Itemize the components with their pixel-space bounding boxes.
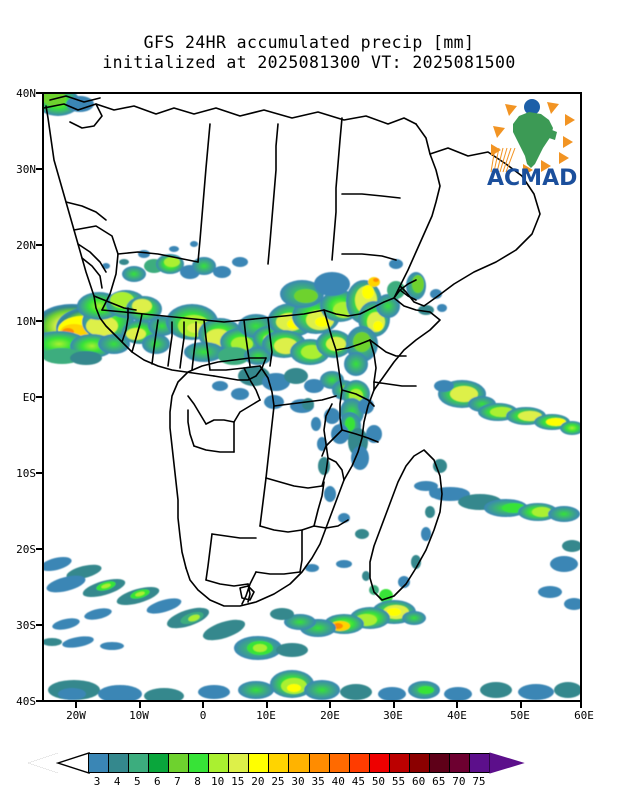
x-tick-mark <box>139 702 141 708</box>
x-tick-label-0: 0 <box>199 709 207 722</box>
colorbar-label-20: 20 <box>251 775 265 788</box>
colorbar-label-3: 3 <box>93 775 101 788</box>
colorbar-label-35: 35 <box>311 775 325 788</box>
precip-field <box>44 94 580 700</box>
x-tick-label-30E: 30E <box>383 709 403 722</box>
colorbar-segment-50[interactable] <box>369 754 390 772</box>
colorbar-segment-55[interactable] <box>389 754 410 772</box>
acmad-outline-icon <box>488 105 578 123</box>
y-tick-mark <box>36 396 42 398</box>
colorbar-label-6: 6 <box>154 775 161 788</box>
y-tick-mark <box>36 244 42 246</box>
colorbar-label-45: 45 <box>351 775 365 788</box>
colorbar-under-arrow-outline <box>56 752 90 774</box>
y-tick-label-40N: 40N <box>16 87 36 100</box>
colorbar-label-4: 4 <box>113 775 121 788</box>
y-tick-mark <box>36 92 42 94</box>
acmad-wordmark: ACMAD <box>487 166 577 188</box>
colorbar-segment-5[interactable] <box>129 754 150 772</box>
chart-title: GFS 24HR accumulated precip [mm] initial… <box>0 33 618 73</box>
colorbar-segment-60[interactable] <box>409 754 430 772</box>
x-tick-label-20W: 20W <box>66 709 86 722</box>
x-tick-label-10E: 10E <box>256 709 276 722</box>
x-tick-mark <box>266 702 268 708</box>
colorbar-segment-40[interactable] <box>329 754 350 772</box>
colorbar-segment-10[interactable] <box>209 754 230 772</box>
colorbar-label-75: 75 <box>472 775 486 788</box>
colorbar-segment-7[interactable] <box>169 754 190 772</box>
colorbar-segment-4[interactable] <box>109 754 130 772</box>
y-tick-mark <box>36 624 42 626</box>
colorbar-tick-labels: 3 4 5 6 7 8 10 15 20 25 30 35 40 45 50 55 60 65 70 75 <box>88 775 490 793</box>
y-tick-mark <box>36 700 42 702</box>
y-tick-mark <box>36 548 42 550</box>
acmad-africa-icon <box>513 112 553 168</box>
colorbar-segment-25[interactable] <box>269 754 290 772</box>
x-tick-mark <box>580 702 582 708</box>
colorbar-label-15: 15 <box>231 775 245 788</box>
acmad-circle-icon <box>524 99 540 115</box>
acmad-fan-icon <box>490 147 516 173</box>
y-tick-label-10S: 10S <box>16 467 36 480</box>
title-line-2: initialized at 2025081300 VT: 2025081500 <box>102 53 516 72</box>
colorbar-label-70: 70 <box>452 775 466 788</box>
colorbar-label-25: 25 <box>271 775 285 788</box>
colorbar-segment-6[interactable] <box>149 754 170 772</box>
x-tick-mark <box>329 702 331 708</box>
x-tick-label-40E: 40E <box>447 709 467 722</box>
y-tick-mark <box>36 472 42 474</box>
acmad-logo-svg: ACMAD <box>487 99 578 191</box>
x-tick-mark <box>202 702 204 708</box>
x-tick-mark <box>393 702 395 708</box>
colorbar-label-30: 30 <box>291 775 305 788</box>
colorbar: 3 4 5 6 7 8 10 15 20 25 30 35 40 45 50 55 60 65 70 75 <box>0 748 618 796</box>
colorbar-label-40: 40 <box>331 775 345 788</box>
x-tick-label-50E: 50E <box>510 709 530 722</box>
colorbar-segment-20[interactable] <box>249 754 270 772</box>
colorbar-segment-15[interactable] <box>229 754 250 772</box>
y-tick-mark <box>36 320 42 322</box>
colorbar-label-55: 55 <box>391 775 406 788</box>
acmad-logo: ACMAD <box>485 98 580 191</box>
map-canvas <box>44 94 580 700</box>
colorbar-strip[interactable] <box>88 753 490 773</box>
y-tick-label-20S: 20S <box>16 543 36 556</box>
x-tick-mark <box>520 702 522 708</box>
y-tick-label-30N: 30N <box>16 163 36 176</box>
colorbar-segment-35[interactable] <box>309 754 330 772</box>
colorbar-segment-45[interactable] <box>349 754 370 772</box>
colorbar-label-65: 65 <box>432 775 446 788</box>
colorbar-label-5: 5 <box>133 775 141 788</box>
y-tick-label-EQ: EQ <box>22 391 36 404</box>
colorbar-over-arrow-icon <box>489 752 525 774</box>
colorbar-segment-30[interactable] <box>289 754 310 772</box>
colorbar-label-10: 10 <box>211 775 225 788</box>
colorbar-label-50: 50 <box>371 775 386 788</box>
x-tick-label-60E: 60E <box>574 709 594 722</box>
x-tick-mark <box>456 702 458 708</box>
colorbar-label-8: 8 <box>194 775 201 788</box>
colorbar-segment-8[interactable] <box>189 754 210 772</box>
precipitation-map[interactable]: ACMAD <box>42 92 582 702</box>
acmad-arrow-icons <box>491 102 575 176</box>
colorbar-segment-70[interactable] <box>449 754 470 772</box>
y-tick-mark <box>36 168 42 170</box>
y-tick-label-20N: 20N <box>16 239 36 252</box>
y-tick-label-40S: 40S <box>16 695 36 708</box>
x-tick-mark <box>75 702 77 708</box>
colorbar-segment-3[interactable] <box>89 754 110 772</box>
title-line-1: GFS 24HR accumulated precip [mm] <box>143 33 475 52</box>
y-tick-label-10N: 10N <box>16 315 36 328</box>
colorbar-segment-65[interactable] <box>429 754 450 772</box>
colorbar-label-7: 7 <box>174 775 181 788</box>
x-tick-label-20E: 20E <box>320 709 340 722</box>
y-tick-label-30S: 30S <box>16 619 36 632</box>
colorbar-segment-75[interactable] <box>469 754 489 772</box>
colorbar-label-60: 60 <box>412 775 426 788</box>
coastlines-and-borders <box>44 95 541 607</box>
x-tick-label-10W: 10W <box>129 709 149 722</box>
